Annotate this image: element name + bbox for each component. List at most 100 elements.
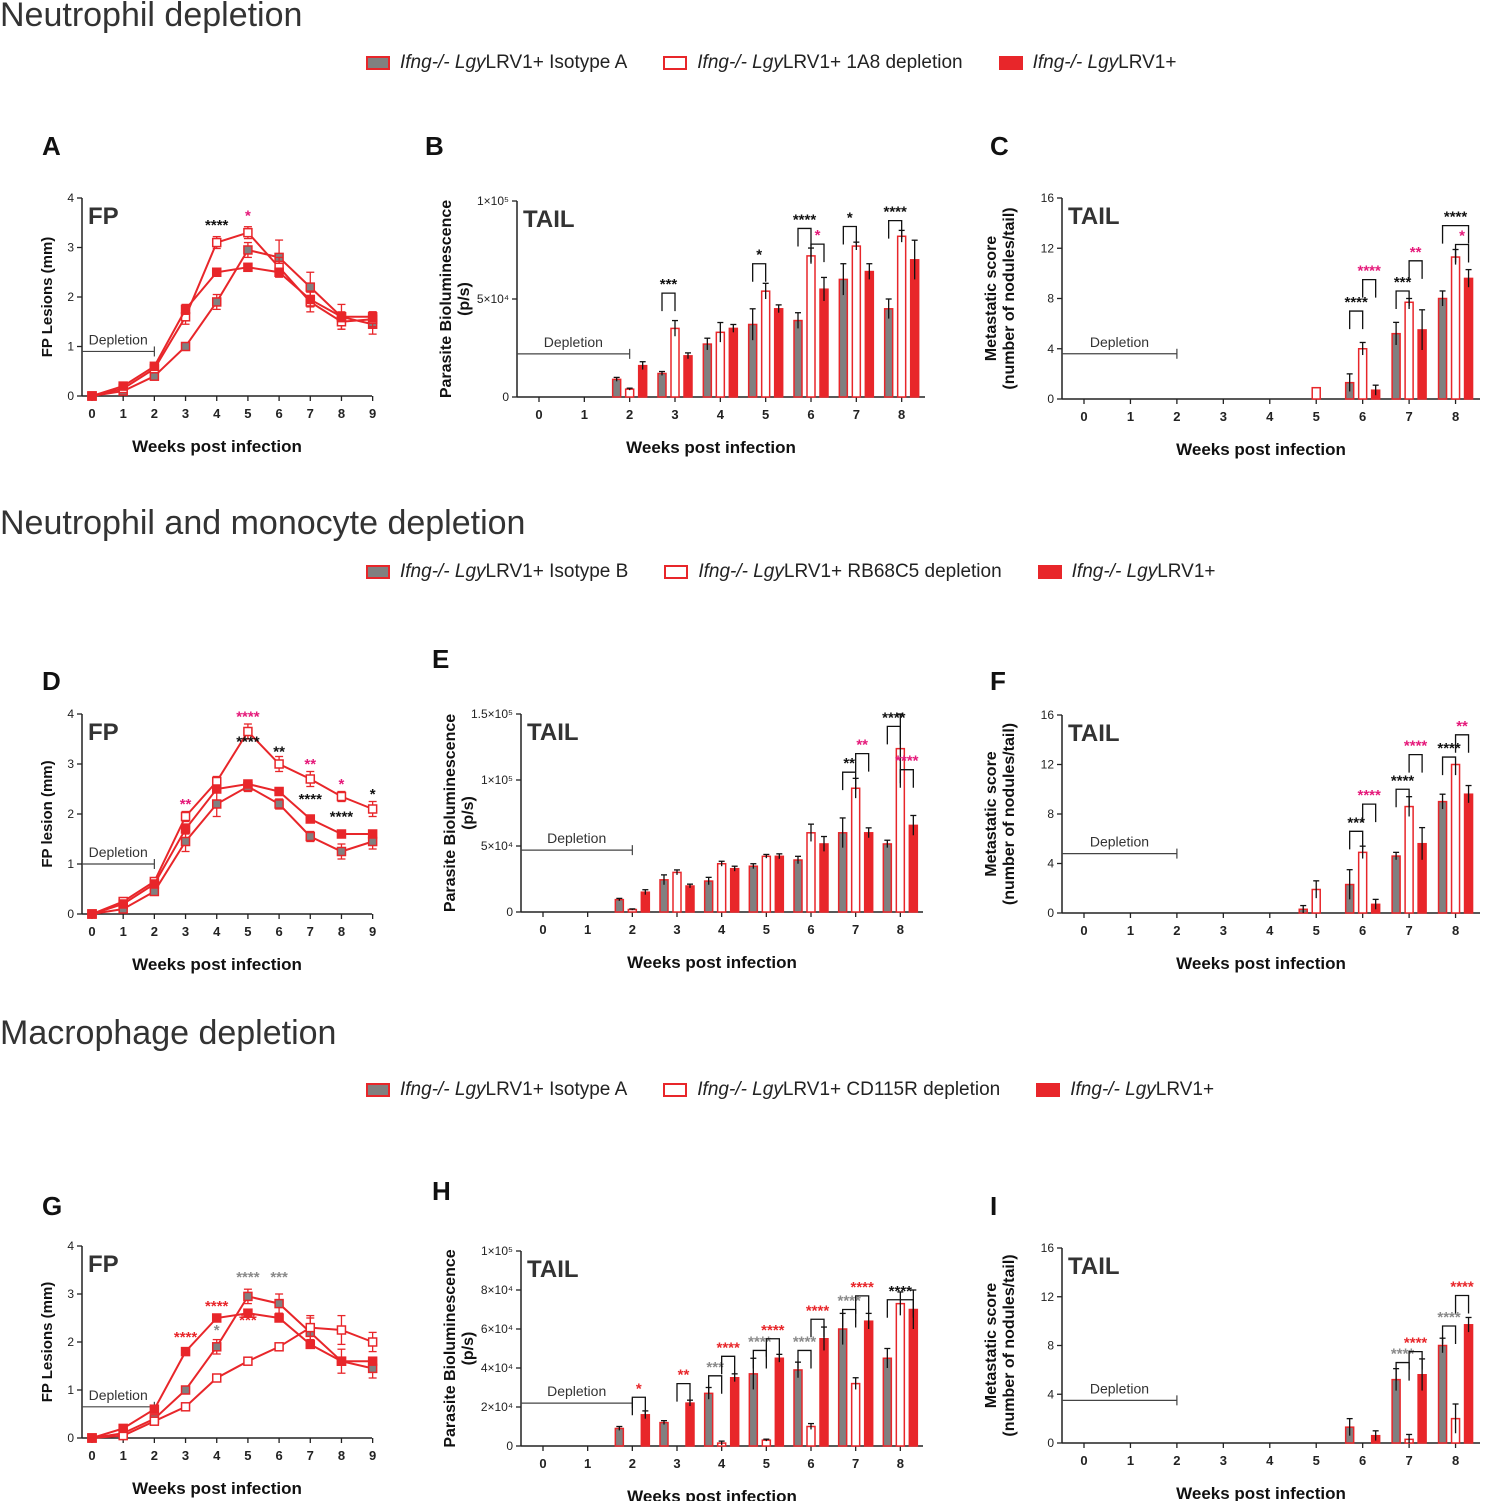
x-axis-label: Weeks post infection — [1176, 440, 1346, 459]
bar-dep — [1311, 888, 1321, 914]
significance-bracket — [797, 1349, 812, 1369]
legend-genotype: Ifng-/- Lgy — [1032, 52, 1119, 73]
bar-ctl — [819, 288, 829, 398]
x-tick-label: 5 — [1313, 409, 1320, 424]
y-tick-label: 4 — [67, 1239, 74, 1253]
data-point-ctl — [305, 1339, 316, 1350]
x-tick-label: 3 — [1220, 1453, 1227, 1468]
bar-ctl — [863, 1320, 874, 1447]
bar-iso — [793, 859, 803, 913]
significance-label: * — [370, 786, 376, 803]
data-point-ctl — [336, 312, 347, 322]
bar-iso — [703, 1392, 714, 1447]
x-tick-label: 9 — [369, 406, 376, 421]
x-tick-label: 5 — [762, 407, 769, 422]
bar-ctl — [729, 867, 740, 913]
x-tick-label: 8 — [898, 407, 905, 422]
data-point-iso — [243, 781, 253, 792]
significance-label: *** — [660, 276, 678, 293]
y-tick-label: 0 — [1047, 906, 1054, 920]
data-point-ctl — [118, 1423, 128, 1434]
x-tick-label: 7 — [307, 924, 314, 939]
bar-dep — [851, 245, 862, 398]
legend-swatch — [366, 565, 390, 579]
x-tick-label: 5 — [763, 1456, 770, 1471]
x-tick-label: 6 — [807, 922, 814, 937]
bar-iso — [614, 898, 625, 913]
bar-iso — [793, 319, 803, 398]
data-point-dep — [211, 776, 222, 787]
x-tick-label: 1 — [1127, 1453, 1134, 1468]
x-tick-label: 0 — [539, 1456, 546, 1471]
significance-label: * — [245, 207, 251, 224]
data-point-ctl — [274, 786, 284, 797]
y-tick-label: 0 — [506, 905, 513, 919]
bar-iso — [883, 308, 894, 398]
data-point-dep — [180, 312, 191, 322]
x-tick-label: 7 — [852, 1456, 859, 1471]
data-point-iso — [274, 799, 284, 809]
significance-bracket — [661, 292, 676, 312]
bar-iso — [793, 1369, 803, 1447]
y-axis-label: Metastatic score(number of nodules/tail) — [983, 1254, 1018, 1436]
significance-label: * — [847, 209, 853, 226]
bar-iso — [611, 378, 622, 398]
legend-swatch — [366, 56, 390, 70]
significance-bracket — [1395, 290, 1410, 309]
y-tick-label: 4 — [1047, 342, 1054, 356]
panel-inner-label: TAIL — [527, 719, 579, 746]
y-tick-label: 2 — [67, 290, 74, 304]
bar-dep — [1450, 763, 1461, 914]
data-point-iso — [305, 282, 316, 292]
x-tick-label: 1 — [584, 1456, 591, 1471]
y-tick-label: 0 — [1047, 392, 1054, 406]
x-tick-label: 4 — [213, 924, 221, 939]
data-point-dep — [243, 227, 253, 238]
legend-label: LRV1+ Isotype B — [485, 561, 629, 582]
significance-label: **** — [236, 1269, 260, 1286]
significance-label: ** — [843, 755, 855, 772]
legend-genotype: Ifng-/- Lgy — [1070, 1079, 1156, 1100]
significance-label: **** — [299, 791, 323, 808]
legend-label: LRV1+ RB68C5 depletion — [783, 561, 1002, 582]
x-tick-label: 3 — [182, 924, 189, 939]
bar-dep — [627, 908, 638, 913]
data-point-ctl — [87, 909, 97, 919]
x-tick-label: 3 — [182, 406, 189, 421]
bar-ctl — [683, 355, 693, 398]
data-point-ctl — [118, 381, 128, 391]
legend-item-iso: Ifng-/- Lgy LRV1+ Isotype A — [366, 1079, 627, 1101]
y-tick-label: 16 — [1041, 191, 1055, 205]
data-point-iso — [87, 1433, 97, 1443]
legend-swatch — [366, 1083, 390, 1097]
significance-bracket — [752, 1349, 767, 1369]
data-point-iso — [211, 297, 222, 307]
depletion-label: Depletion — [547, 830, 606, 846]
significance-bracket — [708, 1375, 723, 1394]
panel-E: E TAIL 0 5×10⁴ 1×10⁵ 1.5×10⁵ 0 1 2 3 4 5 6 7 8 Weeks po… — [432, 644, 923, 972]
panel-letter: A — [42, 131, 61, 161]
data-point-ctl — [211, 1313, 222, 1323]
x-tick-label: 7 — [852, 922, 859, 937]
bar-iso — [614, 1427, 625, 1447]
y-tick-label: 4 — [67, 707, 74, 721]
x-axis-label: Weeks post infection — [132, 955, 302, 974]
bar-dep — [715, 331, 726, 398]
significance-label: ** — [180, 796, 192, 813]
bar-ctl — [819, 843, 829, 913]
bar-ctl — [640, 891, 651, 913]
data-point-ctl — [274, 1313, 284, 1323]
x-tick-label: 2 — [1173, 923, 1180, 938]
panel-B: B TAIL 0 5×10⁴ 1×10⁵ 0 1 2 3 4 5 6 7 8 Weeks post infe… — [425, 131, 925, 457]
data-point-dep — [180, 811, 191, 822]
legend-swatch — [663, 1083, 688, 1097]
bar-dep — [1404, 805, 1414, 914]
significance-label: ** — [1410, 244, 1422, 261]
legend-genotype: Ifng-/- Lgy — [698, 561, 784, 582]
y-axis-label: Parasite Bioluminescence(p/s) — [442, 714, 477, 912]
x-tick-label: 0 — [88, 406, 95, 421]
x-tick-label: 8 — [1452, 1453, 1459, 1468]
bar-iso — [657, 372, 667, 398]
panel-inner-label: TAIL — [523, 206, 575, 233]
